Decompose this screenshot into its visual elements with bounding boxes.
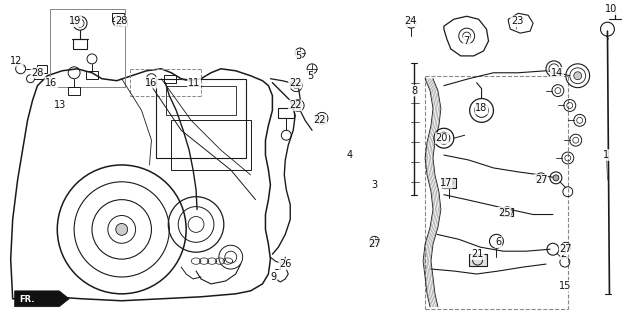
Text: 12: 12 (10, 56, 23, 66)
Text: 16: 16 (45, 78, 57, 88)
Circle shape (295, 102, 301, 108)
Circle shape (553, 175, 559, 181)
Circle shape (539, 176, 543, 180)
Text: 9: 9 (271, 272, 276, 282)
Text: 20: 20 (436, 133, 448, 143)
Text: 1: 1 (603, 150, 610, 160)
Bar (112, 13, 124, 21)
Text: 18: 18 (476, 103, 488, 114)
Bar (469, 254, 486, 266)
Circle shape (116, 223, 128, 235)
Text: FR.: FR. (20, 295, 35, 304)
Circle shape (574, 72, 582, 80)
Text: 21: 21 (471, 249, 484, 259)
Text: 5: 5 (307, 71, 313, 81)
Bar (73, 39, 87, 49)
Text: 8: 8 (411, 86, 417, 96)
Polygon shape (15, 291, 69, 307)
Circle shape (564, 245, 568, 249)
Text: 27: 27 (535, 175, 547, 185)
Text: 19: 19 (69, 16, 81, 26)
Circle shape (293, 83, 299, 89)
Text: 25: 25 (498, 208, 511, 218)
Bar (117, 19, 126, 26)
Text: 7: 7 (464, 36, 470, 46)
Bar (171, 120, 251, 170)
Text: 2: 2 (561, 249, 567, 259)
Text: 27: 27 (368, 239, 381, 249)
Text: 23: 23 (511, 16, 523, 26)
Text: 28: 28 (31, 68, 44, 78)
Text: 4: 4 (347, 150, 353, 160)
Text: 5: 5 (295, 51, 301, 61)
Bar (156, 79, 246, 158)
Bar (166, 86, 236, 116)
Bar (37, 65, 48, 73)
Text: 13: 13 (54, 100, 67, 110)
Text: 11: 11 (188, 78, 200, 88)
Text: 28: 28 (116, 16, 128, 26)
Text: 22: 22 (289, 78, 302, 88)
Text: 24: 24 (404, 16, 417, 26)
Text: 22: 22 (314, 115, 326, 125)
Bar (278, 108, 294, 118)
Text: 10: 10 (605, 4, 618, 14)
Bar (502, 208, 513, 215)
Text: 26: 26 (279, 259, 291, 269)
Text: 3: 3 (371, 180, 378, 190)
Bar (68, 87, 80, 95)
Text: 16: 16 (145, 78, 157, 88)
Circle shape (373, 239, 377, 243)
Text: 22: 22 (289, 100, 302, 110)
Bar (50, 9, 124, 87)
Circle shape (319, 116, 325, 121)
Bar (164, 75, 177, 83)
Text: 15: 15 (559, 281, 571, 291)
Text: 6: 6 (495, 237, 502, 247)
Text: 17: 17 (439, 178, 452, 188)
Text: 27: 27 (559, 244, 572, 254)
Bar (442, 178, 456, 188)
Bar (86, 71, 98, 79)
Text: 14: 14 (551, 68, 563, 78)
